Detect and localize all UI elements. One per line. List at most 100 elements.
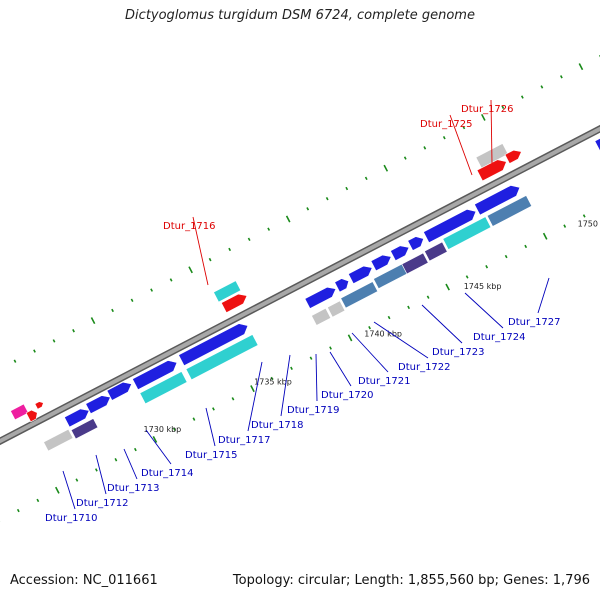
tick-row-outer [325, 196, 329, 201]
gene-label: Dtur_1721 [358, 376, 411, 387]
tick-row-inner [407, 305, 411, 310]
tick-row-outer [364, 176, 368, 181]
tick-row-outer [540, 85, 544, 89]
gene-label: Dtur_1717 [218, 435, 271, 446]
tick-row-inner [134, 447, 137, 452]
tick-row-inner [426, 295, 430, 299]
kbp-label: 1735 kbp [254, 378, 292, 387]
gene-label: Dtur_1726 [461, 104, 514, 115]
gene-forward-9 [334, 278, 350, 293]
tick-row-outer [169, 278, 173, 282]
gene-lane2-10 [442, 216, 492, 250]
map-title: Dictyoglomus turgidum DSM 6724, complete… [125, 8, 475, 23]
gene-label: Dtur_1718 [251, 420, 304, 431]
tick-row-inner [504, 254, 508, 259]
leader-line [247, 361, 263, 432]
gene-forward-1 [25, 409, 38, 423]
leader-line [145, 429, 172, 465]
tick-row-inner [212, 407, 215, 411]
leader-line [62, 470, 76, 510]
tick-row-outer [501, 105, 505, 109]
tick-row-outer [442, 136, 446, 140]
tick-row-inner [152, 435, 158, 443]
gene-label: Dtur_1715 [185, 450, 238, 461]
gene-label: Dtur_1714 [141, 468, 194, 479]
gene-forward-8 [304, 286, 337, 309]
gene-lane2-4 [311, 307, 332, 326]
leader-line [449, 114, 473, 176]
tick-row-outer [208, 257, 212, 262]
leader-line [192, 216, 209, 286]
gene-forward-16 [594, 138, 600, 152]
gene-forward-11 [370, 254, 392, 272]
leader-line [421, 304, 463, 344]
tick-row-outer [188, 266, 193, 274]
tick-row-outer [130, 298, 134, 302]
tick-row-outer [462, 125, 466, 130]
tick-row-inner [16, 508, 20, 513]
leader-line [123, 448, 138, 480]
tick-row-inner [368, 325, 371, 330]
gene-lane2-6 [340, 281, 379, 309]
kbp-label: 1750 kbp [578, 219, 600, 228]
gene-forward-7 [178, 323, 249, 367]
tick-row-outer [267, 227, 271, 231]
tick-row-inner [465, 275, 469, 279]
gene-forward-15 [474, 185, 521, 216]
tick-row-outer [13, 359, 17, 363]
tick-row-outer [33, 349, 36, 353]
gene-lane2-9 [424, 241, 448, 262]
gene-forward-5 [106, 381, 133, 401]
tick-row-outer [520, 95, 524, 99]
gene-lane2-11 [486, 195, 533, 227]
gene-forward-10 [347, 265, 373, 285]
gene-forward-12 [390, 245, 410, 262]
gene-label: Dtur_1724 [473, 332, 526, 343]
tick-row-outer [423, 146, 427, 150]
kbp-label: 1745 kbp [464, 282, 502, 291]
leader-line [205, 407, 216, 447]
gene-forward-3 [64, 408, 90, 428]
gene-lane2-8 [401, 252, 429, 275]
tick-row-outer [383, 164, 389, 172]
tick-row-inner [290, 366, 293, 371]
tick-row-outer [52, 339, 56, 343]
leader-line [464, 292, 504, 329]
kbp-label: 1740 kbp [364, 329, 402, 338]
leader-line [490, 99, 493, 164]
tick-row-inner [445, 283, 450, 291]
gene-forward-6 [132, 360, 178, 391]
gene-upper-1 [220, 293, 248, 313]
genome-summary-text: Topology: circular; Length: 1,855,560 bp… [232, 573, 590, 588]
gene-label: Dtur_1722 [398, 362, 451, 373]
leader-line [373, 321, 429, 359]
gene-lane2-2 [139, 371, 188, 405]
tick-row-inner [542, 232, 548, 240]
gene-forward-14 [423, 209, 477, 244]
gene-label: Dtur_1723 [432, 347, 485, 358]
gene-label: Dtur_1725 [420, 119, 473, 130]
tick-row-inner [250, 385, 255, 393]
tick-row-inner [94, 468, 98, 472]
tick-row-outer [481, 113, 486, 121]
tick-row-outer [285, 215, 291, 223]
gene-lane2-1 [43, 428, 74, 452]
gene-upper-0 [213, 280, 242, 303]
accession-text: Accession: NC_011661 [10, 573, 158, 588]
tick-row-inner [309, 356, 313, 360]
tick-row-outer [578, 63, 584, 71]
gene-lane2-3 [185, 334, 259, 381]
gene-label: Dtur_1719 [287, 405, 340, 416]
leader-line [329, 351, 352, 387]
tick-row-inner [75, 478, 79, 482]
gene-label: Dtur_1710 [45, 513, 98, 524]
tick-row-inner [563, 224, 567, 228]
gene-forward-2 [34, 401, 44, 410]
tick-row-inner [55, 486, 60, 494]
tick-row-inner [524, 244, 528, 249]
tick-row-inner [114, 458, 118, 462]
leader-line [537, 277, 550, 314]
tick-row-outer [72, 329, 75, 333]
tick-row-inner [173, 427, 176, 431]
